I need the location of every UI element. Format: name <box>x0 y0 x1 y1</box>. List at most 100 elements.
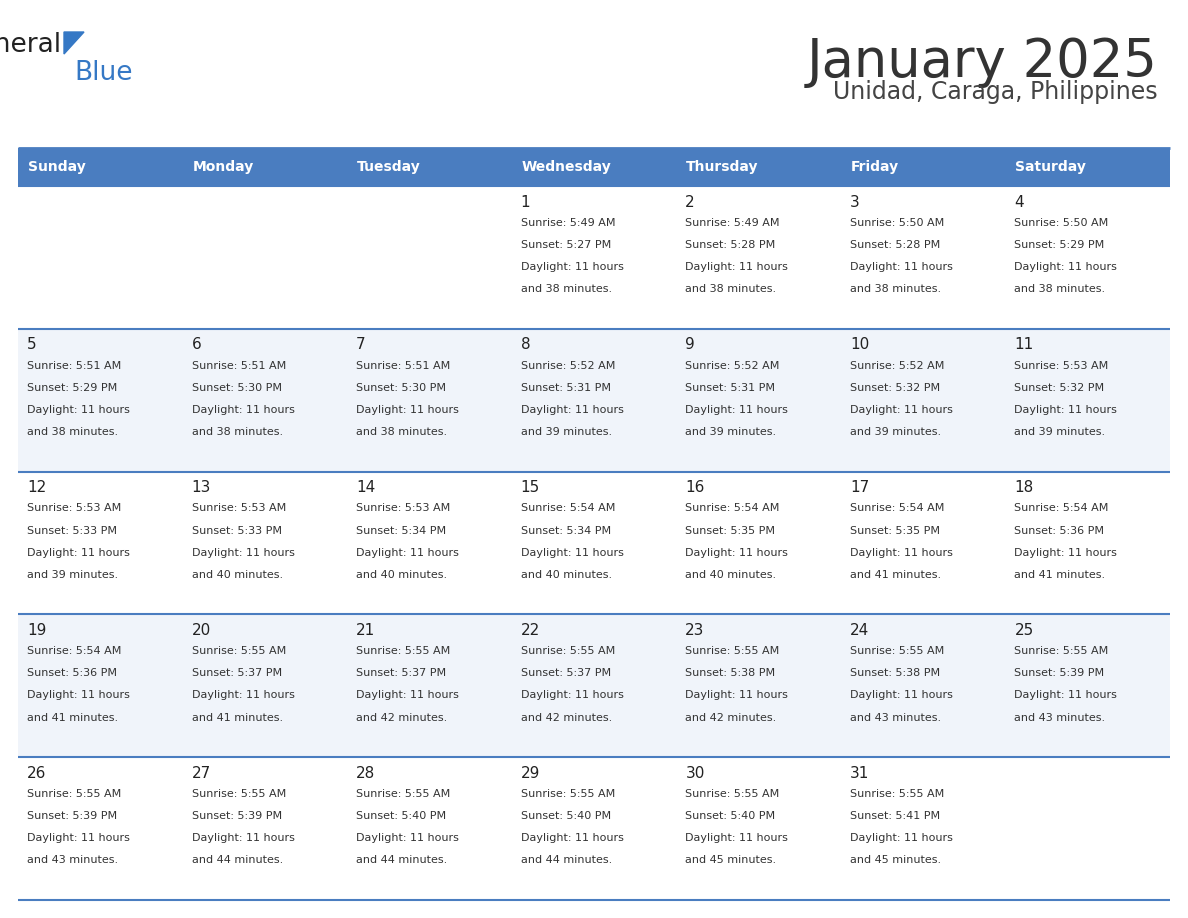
Text: Sunrise: 5:55 AM: Sunrise: 5:55 AM <box>849 646 944 656</box>
Text: Daylight: 11 hours: Daylight: 11 hours <box>520 262 624 272</box>
Text: 22: 22 <box>520 623 541 638</box>
Text: Sunset: 5:38 PM: Sunset: 5:38 PM <box>849 668 940 678</box>
Text: Sunrise: 5:54 AM: Sunrise: 5:54 AM <box>849 503 944 513</box>
Text: Daylight: 11 hours: Daylight: 11 hours <box>685 548 788 557</box>
Text: and 42 minutes.: and 42 minutes. <box>520 712 612 722</box>
Text: 12: 12 <box>27 480 46 495</box>
Text: and 38 minutes.: and 38 minutes. <box>685 285 777 294</box>
Text: Daylight: 11 hours: Daylight: 11 hours <box>520 690 624 700</box>
Text: Sunrise: 5:50 AM: Sunrise: 5:50 AM <box>849 218 944 228</box>
Text: Sunrise: 5:55 AM: Sunrise: 5:55 AM <box>191 646 286 656</box>
Bar <box>18 148 183 186</box>
Text: Daylight: 11 hours: Daylight: 11 hours <box>520 405 624 415</box>
Text: Sunset: 5:39 PM: Sunset: 5:39 PM <box>191 812 282 821</box>
Bar <box>1005 148 1170 186</box>
Text: 16: 16 <box>685 480 704 495</box>
Text: Daylight: 11 hours: Daylight: 11 hours <box>685 405 788 415</box>
Text: Sunrise: 5:51 AM: Sunrise: 5:51 AM <box>191 361 286 371</box>
Bar <box>676 472 841 614</box>
Text: Sunset: 5:32 PM: Sunset: 5:32 PM <box>849 383 940 393</box>
Text: Sunset: 5:29 PM: Sunset: 5:29 PM <box>27 383 118 393</box>
Bar <box>347 614 512 757</box>
Text: and 40 minutes.: and 40 minutes. <box>685 570 777 580</box>
Text: Sunset: 5:41 PM: Sunset: 5:41 PM <box>849 812 940 821</box>
Text: and 39 minutes.: and 39 minutes. <box>685 427 777 437</box>
Text: 17: 17 <box>849 480 870 495</box>
Bar <box>347 329 512 472</box>
Text: Sunset: 5:29 PM: Sunset: 5:29 PM <box>1015 240 1105 250</box>
Text: 20: 20 <box>191 623 211 638</box>
Text: 14: 14 <box>356 480 375 495</box>
Text: Sunrise: 5:55 AM: Sunrise: 5:55 AM <box>520 646 615 656</box>
Text: 3: 3 <box>849 195 860 209</box>
Bar <box>18 186 183 329</box>
Text: Unidad, Caraga, Philippines: Unidad, Caraga, Philippines <box>833 80 1158 104</box>
Text: and 38 minutes.: and 38 minutes. <box>191 427 283 437</box>
Text: Wednesday: Wednesday <box>522 160 612 174</box>
Text: Daylight: 11 hours: Daylight: 11 hours <box>1015 262 1118 272</box>
Text: Daylight: 11 hours: Daylight: 11 hours <box>1015 405 1118 415</box>
Text: Sunrise: 5:52 AM: Sunrise: 5:52 AM <box>520 361 615 371</box>
Bar <box>183 186 347 329</box>
Bar <box>183 148 347 186</box>
Text: and 41 minutes.: and 41 minutes. <box>1015 570 1106 580</box>
Text: Sunrise: 5:55 AM: Sunrise: 5:55 AM <box>685 646 779 656</box>
Text: Sunset: 5:28 PM: Sunset: 5:28 PM <box>685 240 776 250</box>
Text: Daylight: 11 hours: Daylight: 11 hours <box>191 834 295 844</box>
Bar <box>347 148 512 186</box>
Text: and 45 minutes.: and 45 minutes. <box>849 856 941 866</box>
Text: Sunset: 5:40 PM: Sunset: 5:40 PM <box>520 812 611 821</box>
Text: Sunset: 5:30 PM: Sunset: 5:30 PM <box>356 383 447 393</box>
Text: Sunset: 5:34 PM: Sunset: 5:34 PM <box>356 525 447 535</box>
Text: Sunrise: 5:55 AM: Sunrise: 5:55 AM <box>191 789 286 799</box>
Text: Sunrise: 5:55 AM: Sunrise: 5:55 AM <box>356 789 450 799</box>
Text: Daylight: 11 hours: Daylight: 11 hours <box>27 548 129 557</box>
Text: and 40 minutes.: and 40 minutes. <box>191 570 283 580</box>
Text: 26: 26 <box>27 766 46 781</box>
Text: and 44 minutes.: and 44 minutes. <box>520 856 612 866</box>
Text: Sunrise: 5:55 AM: Sunrise: 5:55 AM <box>685 789 779 799</box>
Text: Daylight: 11 hours: Daylight: 11 hours <box>191 405 295 415</box>
Bar <box>676 757 841 900</box>
Text: Sunset: 5:35 PM: Sunset: 5:35 PM <box>849 525 940 535</box>
Text: Sunrise: 5:53 AM: Sunrise: 5:53 AM <box>1015 361 1108 371</box>
Text: 19: 19 <box>27 623 46 638</box>
Text: Sunset: 5:31 PM: Sunset: 5:31 PM <box>685 383 776 393</box>
Text: 30: 30 <box>685 766 704 781</box>
Text: Daylight: 11 hours: Daylight: 11 hours <box>191 548 295 557</box>
Text: and 45 minutes.: and 45 minutes. <box>685 856 777 866</box>
Text: and 39 minutes.: and 39 minutes. <box>520 427 612 437</box>
Bar <box>676 148 841 186</box>
Polygon shape <box>64 32 84 54</box>
Text: Daylight: 11 hours: Daylight: 11 hours <box>685 690 788 700</box>
Text: and 43 minutes.: and 43 minutes. <box>1015 712 1106 722</box>
Text: Sunrise: 5:50 AM: Sunrise: 5:50 AM <box>1015 218 1108 228</box>
Text: Sunrise: 5:54 AM: Sunrise: 5:54 AM <box>1015 503 1108 513</box>
Text: Sunset: 5:38 PM: Sunset: 5:38 PM <box>685 668 776 678</box>
Bar <box>841 757 1005 900</box>
Bar <box>676 329 841 472</box>
Text: Sunrise: 5:52 AM: Sunrise: 5:52 AM <box>849 361 944 371</box>
Text: and 38 minutes.: and 38 minutes. <box>356 427 448 437</box>
Text: and 41 minutes.: and 41 minutes. <box>849 570 941 580</box>
Bar <box>1005 186 1170 329</box>
Text: 31: 31 <box>849 766 870 781</box>
Text: Sunset: 5:28 PM: Sunset: 5:28 PM <box>849 240 940 250</box>
Bar <box>347 186 512 329</box>
Bar <box>676 186 841 329</box>
Text: 11: 11 <box>1015 338 1034 353</box>
Text: 29: 29 <box>520 766 541 781</box>
Text: Sunset: 5:37 PM: Sunset: 5:37 PM <box>520 668 611 678</box>
Text: 5: 5 <box>27 338 37 353</box>
Text: Sunrise: 5:49 AM: Sunrise: 5:49 AM <box>520 218 615 228</box>
Text: and 40 minutes.: and 40 minutes. <box>356 570 448 580</box>
Bar <box>183 757 347 900</box>
Text: Thursday: Thursday <box>687 160 759 174</box>
Text: and 39 minutes.: and 39 minutes. <box>1015 427 1106 437</box>
Text: 21: 21 <box>356 623 375 638</box>
Text: and 43 minutes.: and 43 minutes. <box>27 856 118 866</box>
Text: Sunset: 5:36 PM: Sunset: 5:36 PM <box>1015 525 1105 535</box>
Text: Sunrise: 5:54 AM: Sunrise: 5:54 AM <box>27 646 121 656</box>
Text: Monday: Monday <box>192 160 254 174</box>
Text: Sunset: 5:40 PM: Sunset: 5:40 PM <box>356 812 447 821</box>
